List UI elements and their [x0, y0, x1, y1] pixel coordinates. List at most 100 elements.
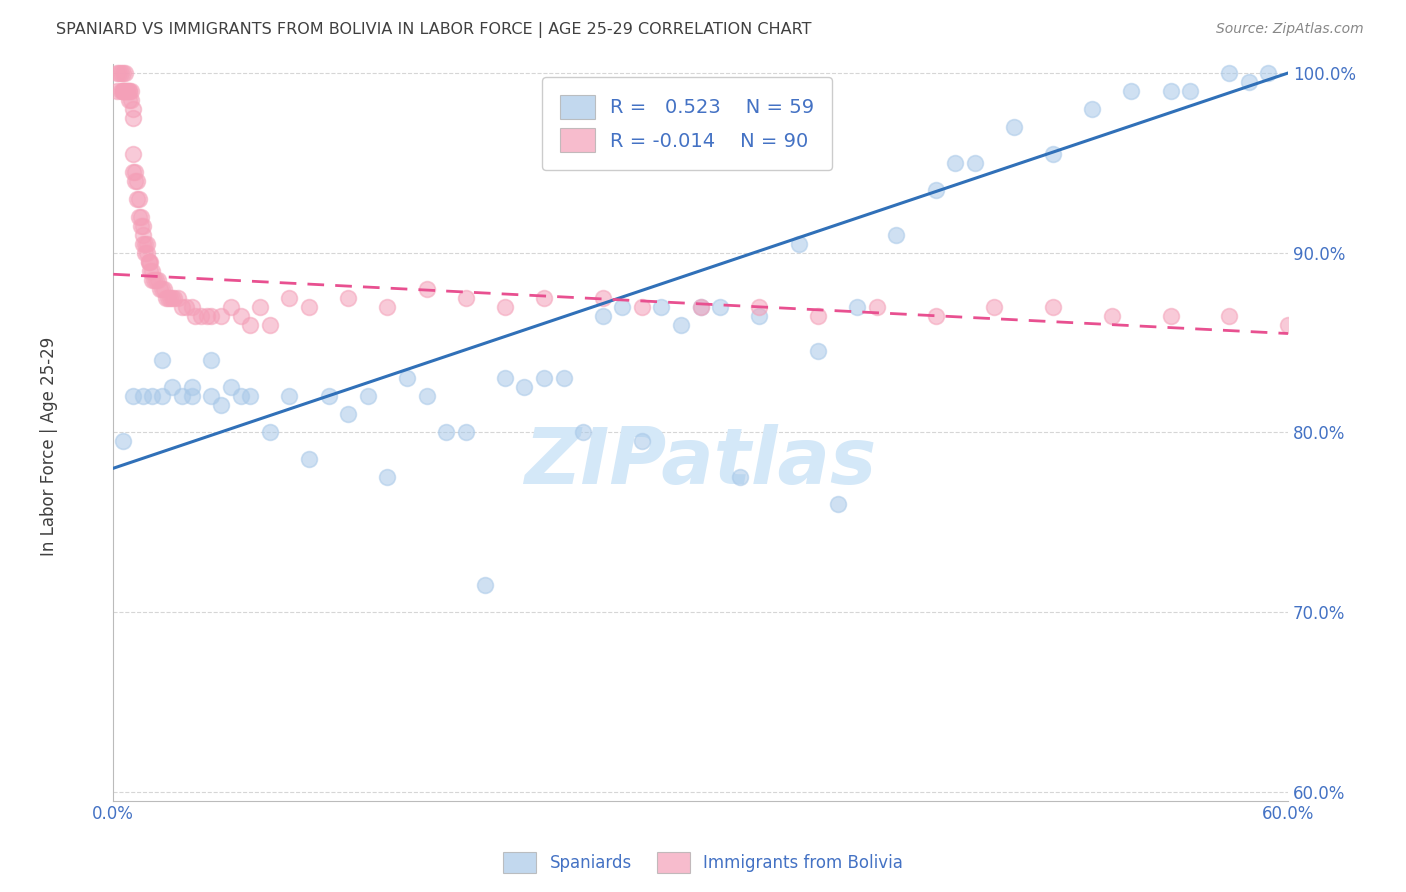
Point	[513, 380, 536, 394]
Point	[454, 291, 477, 305]
Point	[669, 318, 692, 332]
Point	[337, 408, 360, 422]
Point	[157, 291, 180, 305]
Point	[114, 84, 136, 98]
Point	[807, 344, 830, 359]
Point	[129, 210, 152, 224]
Point	[163, 291, 186, 305]
Point	[141, 272, 163, 286]
Point	[155, 291, 177, 305]
Point	[239, 389, 262, 403]
Point	[924, 309, 946, 323]
Point	[153, 282, 176, 296]
Point	[298, 452, 321, 467]
Point	[787, 236, 810, 251]
Point	[357, 389, 380, 403]
Point	[128, 210, 150, 224]
Point	[650, 300, 672, 314]
Point	[167, 291, 190, 305]
Point	[1081, 102, 1104, 116]
Point	[249, 300, 271, 314]
Point	[114, 84, 136, 98]
Point	[108, 66, 131, 80]
Point	[689, 300, 711, 314]
Point	[689, 300, 711, 314]
Point	[886, 227, 908, 242]
Point	[118, 84, 141, 98]
Point	[1277, 318, 1299, 332]
Point	[131, 219, 153, 233]
Point	[209, 309, 232, 323]
Point	[120, 93, 142, 107]
Point	[139, 254, 162, 268]
Point	[159, 291, 181, 305]
Point	[184, 309, 207, 323]
Point	[121, 389, 143, 403]
Point	[229, 389, 252, 403]
Point	[190, 309, 212, 323]
Point	[219, 380, 242, 394]
Point	[1101, 309, 1123, 323]
Point	[121, 102, 143, 116]
Point	[553, 371, 575, 385]
Point	[150, 353, 173, 368]
Point	[139, 263, 162, 277]
Point	[170, 389, 193, 403]
Point	[131, 389, 153, 403]
Point	[115, 84, 138, 98]
Point	[125, 192, 148, 206]
Point	[112, 84, 135, 98]
Point	[983, 300, 1005, 314]
Point	[150, 282, 173, 296]
Point	[318, 389, 340, 403]
Point	[748, 309, 770, 323]
Point	[195, 309, 218, 323]
Point	[1042, 300, 1064, 314]
Point	[807, 309, 830, 323]
Point	[1218, 309, 1240, 323]
Point	[138, 254, 160, 268]
Point	[112, 66, 135, 80]
Point	[131, 227, 153, 242]
Point	[148, 272, 170, 286]
Point	[1160, 84, 1182, 98]
Point	[170, 300, 193, 314]
Point	[209, 398, 232, 412]
Point	[924, 183, 946, 197]
Point	[145, 272, 167, 286]
Point	[709, 300, 731, 314]
Point	[134, 236, 156, 251]
Point	[110, 84, 132, 98]
Point	[846, 300, 869, 314]
Point	[112, 84, 135, 98]
Point	[135, 236, 157, 251]
Point	[533, 371, 555, 385]
Point	[494, 371, 516, 385]
Point	[572, 425, 595, 440]
Point	[415, 389, 437, 403]
Point	[259, 425, 281, 440]
Point	[1237, 75, 1260, 89]
Point	[298, 300, 321, 314]
Point	[124, 165, 146, 179]
Point	[131, 236, 153, 251]
Point	[229, 309, 252, 323]
Point	[121, 147, 143, 161]
Text: ZIPatlas: ZIPatlas	[524, 424, 877, 500]
Point	[112, 84, 135, 98]
Point	[1257, 66, 1279, 80]
Point	[200, 353, 222, 368]
Point	[415, 282, 437, 296]
Point	[160, 291, 183, 305]
Point	[533, 291, 555, 305]
Point	[115, 84, 138, 98]
Point	[105, 66, 128, 80]
Point	[1178, 84, 1201, 98]
Point	[278, 291, 301, 305]
Point	[120, 84, 142, 98]
Point	[135, 245, 157, 260]
Point	[631, 434, 654, 449]
Point	[112, 434, 135, 449]
Point	[174, 300, 197, 314]
Point	[631, 300, 654, 314]
